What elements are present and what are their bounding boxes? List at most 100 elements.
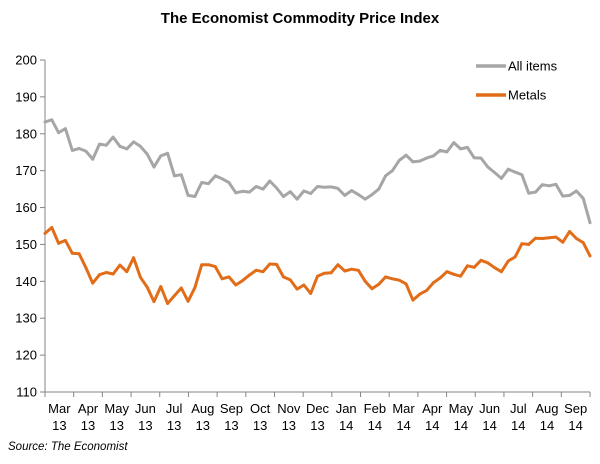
data-point-metals (125, 270, 129, 274)
y-tick-label: 190 (15, 89, 37, 104)
data-point-metals (411, 298, 415, 302)
data-point-all-items (234, 191, 238, 195)
data-point-all-items (350, 189, 353, 192)
data-point-metals (581, 241, 585, 245)
x-tick-label-year: 13 (167, 418, 181, 433)
data-point-all-items (64, 127, 67, 131)
data-point-metals (98, 273, 101, 277)
data-point-all-items (193, 195, 197, 198)
data-point-metals (486, 261, 490, 265)
data-point-metals (118, 263, 122, 267)
x-tick-label-year: 14 (339, 418, 353, 433)
x-tick-label-month: Apr (422, 401, 443, 416)
data-point-metals (145, 285, 149, 289)
data-point-all-items (425, 156, 428, 160)
data-point-metals (132, 256, 135, 260)
data-point-all-items (547, 184, 551, 188)
y-tick-label: 130 (15, 311, 37, 326)
data-point-all-items (43, 120, 47, 124)
data-point-metals (166, 302, 170, 305)
data-point-metals (111, 272, 115, 276)
data-point-metals (159, 285, 163, 288)
data-point-metals (288, 278, 292, 282)
data-point-all-items (506, 167, 510, 171)
data-point-all-items (316, 185, 319, 188)
source-note: Source: The Economist (8, 441, 128, 453)
y-tick-label: 120 (15, 348, 37, 363)
x-tick-label-month: Aug (191, 401, 214, 416)
x-tick-label-month: Nov (277, 401, 301, 416)
data-point-metals (295, 287, 299, 291)
data-point-all-items (241, 189, 244, 193)
chart-title: The Economist Commodity Price Index (160, 10, 440, 27)
data-point-metals (234, 283, 238, 287)
data-point-all-items (152, 165, 156, 169)
data-point-metals (343, 269, 347, 273)
data-point-all-items (343, 193, 347, 197)
data-point-metals (574, 237, 578, 240)
data-point-all-items (574, 189, 578, 193)
data-point-metals (282, 275, 285, 279)
data-point-metals (50, 226, 54, 229)
x-tick-label-year: 13 (196, 418, 210, 433)
data-point-metals (227, 275, 231, 279)
data-point-all-items (138, 144, 142, 148)
x-tick-label-month: Aug (535, 401, 558, 416)
data-point-metals (302, 283, 306, 287)
data-point-metals (77, 252, 81, 256)
data-point-metals (465, 264, 469, 268)
data-point-all-items (431, 154, 435, 158)
data-point-all-items (418, 159, 422, 163)
y-tick-label: 160 (15, 200, 37, 215)
data-point-all-items (118, 144, 122, 148)
x-tick-label-year: 14 (511, 418, 525, 433)
data-point-all-items (411, 160, 415, 164)
data-point-all-items (513, 170, 517, 174)
data-point-metals (247, 273, 251, 277)
data-point-metals (173, 294, 176, 298)
data-point-all-items (247, 190, 251, 194)
x-tick-label-month: Sep (220, 401, 243, 416)
x-tick-label-year: 13 (81, 418, 95, 433)
data-point-all-items (70, 148, 74, 152)
data-point-metals (445, 270, 449, 274)
data-point-all-items (479, 156, 483, 160)
data-point-metals (193, 286, 197, 290)
data-point-metals (363, 279, 367, 283)
data-point-metals (391, 277, 394, 281)
data-point-all-items (527, 191, 531, 195)
data-point-all-items (173, 174, 176, 178)
data-point-metals (540, 237, 544, 240)
x-tick-label-year: 14 (568, 418, 582, 433)
x-tick-label-year: 13 (52, 418, 66, 433)
x-tick-label-year: 13 (310, 418, 324, 433)
data-point-all-items (268, 179, 272, 183)
data-point-all-items (220, 177, 224, 181)
data-point-all-items (309, 192, 313, 195)
data-point-all-items (452, 141, 456, 145)
legend: All items Metals (476, 59, 558, 103)
x-tick-label-month: Jul (510, 401, 527, 416)
data-point-all-items (200, 181, 204, 184)
data-point-all-items (57, 131, 61, 135)
x-tick-label-year: 14 (425, 418, 439, 433)
data-point-metals (568, 230, 571, 233)
data-point-all-items (261, 187, 265, 191)
data-point-metals (261, 270, 265, 274)
data-point-metals (534, 236, 537, 240)
data-point-metals (500, 270, 503, 274)
data-point-all-items (145, 152, 149, 156)
data-point-all-items (588, 221, 592, 225)
data-point-all-items (397, 158, 401, 162)
data-point-all-items (104, 143, 108, 147)
data-point-all-items (322, 185, 326, 189)
x-tick-label-month: Dec (306, 401, 330, 416)
series-points-all-items (43, 118, 592, 225)
data-point-all-items (50, 118, 54, 122)
data-point-all-items (472, 156, 476, 160)
data-point-metals (431, 281, 435, 285)
y-tick-label: 110 (16, 385, 37, 400)
x-tick-label-month: Apr (78, 401, 99, 416)
data-point-all-items (98, 142, 101, 146)
